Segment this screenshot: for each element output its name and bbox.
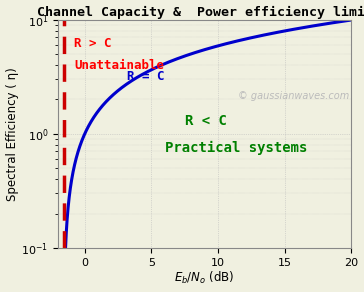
Title: Channel Capacity &  Power efficiency limit: Channel Capacity & Power efficiency limi… [37, 6, 364, 19]
Text: © gaussianwaves.com: © gaussianwaves.com [238, 91, 349, 102]
Text: Unattainable: Unattainable [74, 59, 164, 72]
X-axis label: $E_b/N_o$ (dB): $E_b/N_o$ (dB) [174, 270, 235, 286]
Text: R < C: R < C [185, 114, 227, 128]
Text: R > C: R > C [74, 37, 112, 51]
Text: R = C: R = C [127, 70, 165, 83]
Text: Practical systems: Practical systems [165, 141, 307, 155]
Y-axis label: Spectral Efficiency ( η): Spectral Efficiency ( η) [5, 67, 19, 201]
